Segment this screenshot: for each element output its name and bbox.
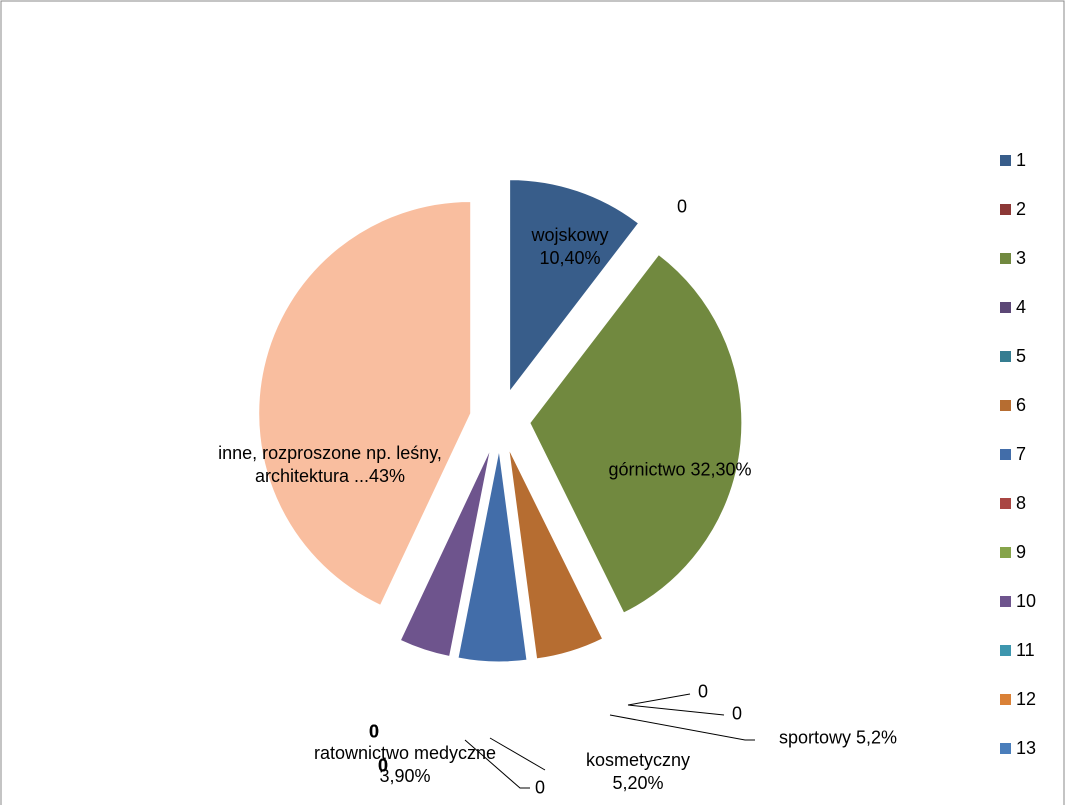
pie-slice <box>508 448 604 660</box>
legend-swatch <box>1000 155 1011 166</box>
legend-swatch <box>1000 400 1011 411</box>
legend-entry: 10 <box>1000 591 1036 612</box>
pie-slice <box>509 179 640 394</box>
data-label: ratownictwo medyczne 3,90% <box>313 743 497 786</box>
legend-label: 13 <box>1016 738 1037 758</box>
data-label: 0 <box>676 196 687 217</box>
legend-swatch <box>1000 547 1011 558</box>
legend-entry: 2 <box>1000 199 1026 220</box>
data-label: kosmetyczny 5,20% <box>585 750 691 793</box>
legend-entry: 8 <box>1000 493 1026 514</box>
legend-swatch <box>1000 596 1011 607</box>
legend-label: 8 <box>1016 493 1027 513</box>
legend-entry: 1 <box>1000 150 1026 171</box>
legend-label: 2 <box>1016 199 1027 219</box>
data-label: 0 <box>377 755 388 776</box>
data-label: 0 <box>377 755 388 776</box>
legend-label: 4 <box>1016 297 1027 317</box>
legend-swatch <box>1000 351 1011 362</box>
data-label: górnictwo 32,30% <box>608 459 752 480</box>
legend-swatch <box>1000 449 1011 460</box>
legend-label: 7 <box>1016 444 1027 464</box>
legend-entry: 11 <box>1000 640 1035 661</box>
legend-label: 3 <box>1016 248 1027 268</box>
legend-entry: 12 <box>1000 689 1036 710</box>
pie-slice <box>457 449 528 663</box>
data-label: sportowy 5,2% <box>778 727 898 748</box>
legend-label: 10 <box>1016 591 1037 611</box>
data-label: 0 <box>368 721 379 742</box>
data-label: 0 <box>697 681 708 702</box>
legend-entry: 5 <box>1000 346 1026 367</box>
data-label: 0 <box>534 777 545 798</box>
data-label: 0 <box>731 703 742 724</box>
pie-slice <box>258 200 472 606</box>
legend-swatch <box>1000 498 1011 509</box>
data-label: inne, rozproszone np. leśny, architektur… <box>218 443 442 486</box>
legend-entry: 6 <box>1000 395 1026 416</box>
legend-label: 9 <box>1016 542 1027 562</box>
data-label: wojskowy 10,40% <box>531 225 609 268</box>
legend-entry: 4 <box>1000 297 1026 318</box>
leader-lines <box>464 693 755 789</box>
legend-label: 12 <box>1016 689 1037 709</box>
legend-entry: 13 <box>1000 738 1036 759</box>
legend-swatch <box>1000 204 1011 215</box>
legend-swatch <box>1000 743 1011 754</box>
legend-entry: 7 <box>1000 444 1026 465</box>
legend-label: 5 <box>1016 346 1027 366</box>
legend-entry: 9 <box>1000 542 1026 563</box>
legend-swatch <box>1000 694 1011 705</box>
legend-swatch <box>1000 302 1011 313</box>
legend-swatch <box>1000 253 1011 264</box>
pie-slice <box>529 253 743 614</box>
legend-entry: 3 <box>1000 248 1026 269</box>
pie-slice <box>399 448 492 658</box>
data-label: 0 <box>368 721 379 742</box>
legend-swatch <box>1000 645 1011 656</box>
legend-label: 1 <box>1016 150 1027 170</box>
legend-label: 6 <box>1016 395 1027 415</box>
legend-label: 11 <box>1016 640 1035 660</box>
